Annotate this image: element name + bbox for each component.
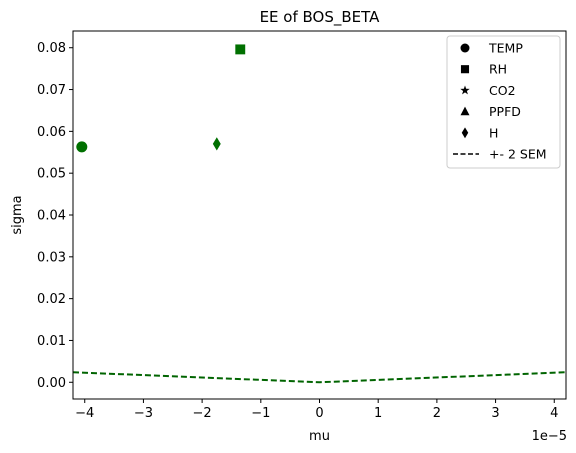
x-tick-label: 2 [433, 406, 441, 421]
y-tick-label: 0.03 [37, 250, 66, 265]
x-tick-label: 4 [550, 406, 558, 421]
legend-marker-co2 [460, 85, 470, 95]
legend-label: TEMP [488, 41, 523, 56]
y-tick-label: 0.06 [37, 125, 66, 140]
legend-label: CO2 [489, 83, 516, 98]
x-tick-label: 3 [491, 406, 499, 421]
y-tick-label: 0.01 [37, 334, 66, 349]
x-tick-label: −3 [134, 406, 153, 421]
x-axis-label: mu [309, 429, 330, 444]
legend-label: +- 2 SEM [489, 147, 547, 162]
y-tick-label: 0.02 [37, 292, 66, 307]
y-tick-label: 0.08 [37, 41, 66, 56]
x-tick-label: −2 [193, 406, 212, 421]
y-tick-label: 0.07 [37, 83, 66, 98]
y-tick-label: 0.04 [37, 209, 66, 224]
y-tick-label: 0.05 [37, 167, 66, 182]
x-tick-label: −4 [75, 406, 94, 421]
legend-box [446, 35, 561, 169]
plot-frame [72, 30, 567, 400]
ticks-layer: −4 −3 −2 −1 0 1 2 3 4 0.00 0.01 0.02 0.03 0.04 0.05 0.0… [37, 41, 558, 421]
legend-label: RH [489, 62, 507, 77]
legend-label: PPFD [489, 104, 521, 119]
data-point-temp [76, 141, 88, 153]
data-point-rh [235, 44, 246, 55]
sem-line [73, 371, 566, 384]
data-point-h [212, 137, 221, 151]
legend-label: H [489, 125, 498, 140]
y-tick-label: 0.00 [37, 376, 66, 391]
legend-marker-h [461, 127, 469, 139]
x-tick-label: 0 [315, 406, 323, 421]
legend: TEMP RH CO2 PPFD H +- 2 SEM [446, 35, 561, 169]
x-tick-label: 1 [374, 406, 382, 421]
legend-marker-temp [460, 43, 470, 53]
legend-marker-rh [460, 65, 470, 74]
x-tick-label: −1 [251, 406, 270, 421]
x-offset-label: 1e−5 [532, 429, 567, 444]
y-axis-label: sigma [10, 195, 25, 234]
legend-marker-ppfd [460, 106, 470, 116]
data-layer [73, 44, 566, 384]
chart-title: EE of BOS_BETA [260, 8, 381, 27]
